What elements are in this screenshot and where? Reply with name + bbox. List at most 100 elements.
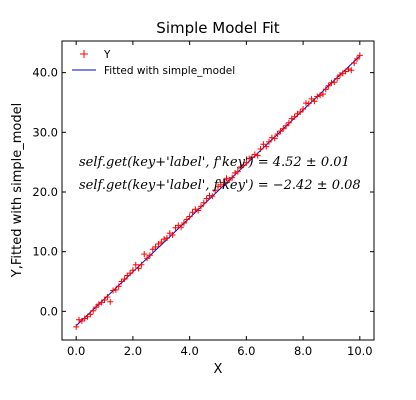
data-point (331, 79, 338, 86)
legend-label-fitted: Fitted with simple_model (104, 65, 235, 77)
data-point (249, 154, 256, 161)
data-point (73, 323, 80, 330)
data-point (345, 66, 352, 73)
y-tick-label: 0.0 (40, 304, 58, 318)
data-point (121, 276, 128, 283)
data-point (266, 138, 273, 145)
data-point (183, 216, 190, 223)
data-point (356, 52, 363, 59)
x-tick-label: 6.0 (237, 344, 255, 358)
data-point (246, 155, 253, 162)
data-point (138, 261, 145, 268)
x-tick-label: 8.0 (294, 344, 312, 358)
data-point (163, 234, 170, 241)
data-point (254, 152, 261, 159)
data-point (158, 239, 165, 246)
data-point (127, 270, 134, 277)
legend: Y Fitted with simple_model (72, 49, 235, 77)
data-point (314, 93, 321, 100)
fit-annotations: self.get(key+'label', f'key') = 4.52 ± 0… (79, 155, 361, 193)
plot-area (61, 40, 375, 341)
data-point (257, 146, 264, 153)
data-point (104, 294, 111, 301)
data-point (90, 307, 97, 314)
data-point (263, 143, 270, 150)
data-point (209, 193, 216, 200)
data-point (283, 122, 290, 129)
axis-ticks: 0.0 2.0 4.0 6.0 8.0 10.0 0.0 10.0 20.0 30.0 40.0 (32, 41, 374, 358)
data-point (243, 159, 250, 166)
data-point (353, 55, 360, 62)
data-point (302, 100, 309, 107)
data-point (186, 213, 193, 220)
data-point (76, 316, 83, 323)
data-point (180, 220, 187, 227)
y-tick-label: 10.0 (32, 245, 58, 259)
data-point (195, 207, 202, 214)
data-point (200, 199, 207, 206)
y-tick-label: 30.0 (32, 125, 58, 139)
data-point (129, 267, 136, 274)
data-point (234, 168, 241, 175)
data-point (322, 86, 329, 93)
x-axis-label: X (214, 362, 223, 377)
data-point (274, 131, 281, 138)
data-point (132, 261, 139, 268)
data-point (319, 91, 326, 98)
data-point (311, 98, 318, 105)
data-point (152, 243, 159, 250)
data-point (280, 125, 287, 132)
data-point (189, 209, 196, 216)
chart-title: Simple Model Fit (156, 19, 279, 37)
data-point (141, 251, 148, 258)
data-point (285, 119, 292, 126)
data-point (271, 135, 278, 142)
legend-item-y: Y (80, 49, 111, 61)
data-point (300, 106, 307, 113)
data-point (146, 252, 153, 259)
data-point (348, 67, 355, 74)
y-axis-label: Y,Fitted with simple_model (10, 103, 25, 278)
data-point (169, 231, 176, 238)
data-point (297, 109, 304, 116)
annotation-slope: self.get(key+'label', f'key') = 4.52 ± 0… (79, 155, 350, 170)
data-point (251, 151, 258, 158)
data-point (203, 195, 210, 202)
data-point (232, 169, 239, 176)
data-point (317, 92, 324, 99)
data-points-group (73, 52, 363, 330)
x-tick-label: 4.0 (180, 344, 198, 358)
data-point (112, 286, 119, 293)
data-point (87, 311, 94, 318)
x-tick-label: 10.0 (347, 344, 373, 358)
data-point (328, 79, 335, 86)
data-point (305, 100, 312, 107)
data-point (101, 297, 108, 304)
plot-frame (61, 40, 375, 341)
legend-item-fitted: Fitted with simple_model (72, 65, 235, 77)
data-point (212, 187, 219, 194)
data-point (192, 206, 199, 213)
legend-label-y: Y (103, 49, 111, 61)
data-point (291, 113, 298, 120)
data-point (135, 265, 142, 272)
data-point (197, 203, 204, 210)
data-point (161, 236, 168, 243)
annotation-intercept: self.get(key+'label', f'key') = −2.42 ± … (79, 178, 361, 193)
data-point (229, 174, 236, 181)
data-point (144, 255, 151, 262)
y-tick-label: 40.0 (32, 66, 58, 80)
data-point (206, 192, 213, 199)
data-point (110, 287, 117, 294)
x-tick-label: 2.0 (124, 344, 142, 358)
y-tick-label: 20.0 (32, 185, 58, 199)
data-point (178, 224, 185, 231)
data-point (351, 60, 358, 67)
data-point (268, 134, 275, 141)
data-point (334, 75, 341, 82)
x-tick-label: 0.0 (67, 344, 85, 358)
data-point (93, 304, 100, 311)
data-point (220, 179, 227, 186)
data-point (107, 298, 114, 305)
